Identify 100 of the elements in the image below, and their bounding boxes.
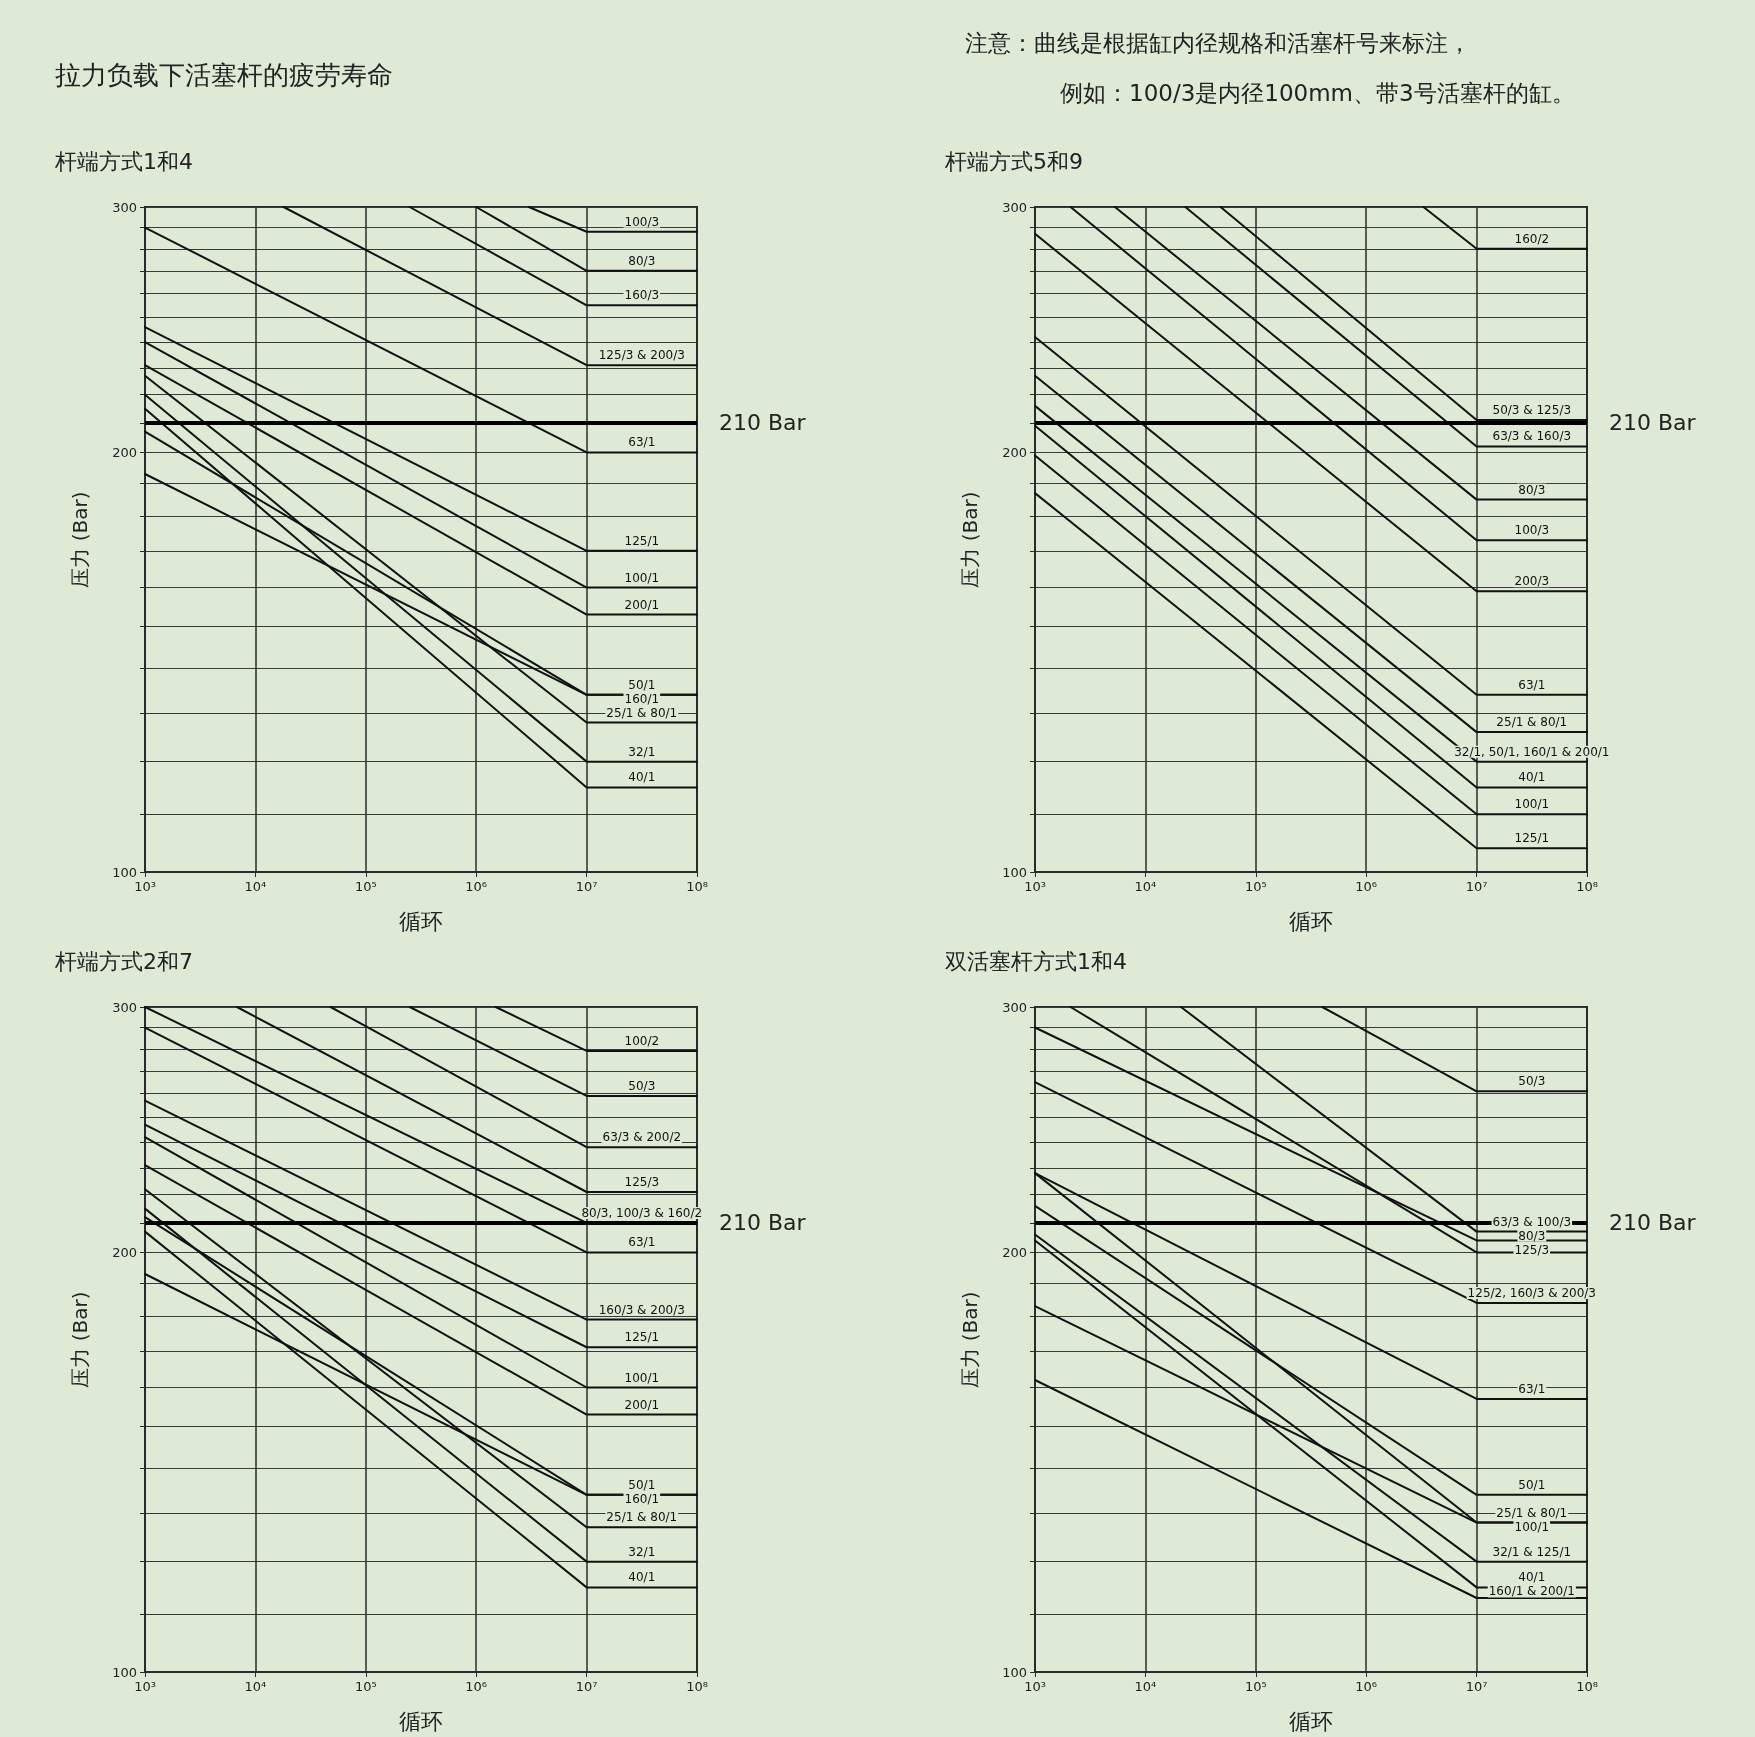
series-label: 50/3 [628, 1078, 656, 1093]
series-label: 160/2 [1514, 231, 1550, 246]
x-tick-label: 10⁵ [354, 879, 377, 894]
series-label: 50/1 [1518, 1477, 1546, 1492]
series-label: 25/1 & 80/1 [606, 705, 678, 720]
series-label: 80/3 [1518, 482, 1546, 497]
series-label: 32/1, 50/1, 160/1 & 200/1 [1454, 744, 1610, 759]
x-tick-label: 10⁸ [1576, 1679, 1598, 1694]
series-label: 200/1 [624, 597, 660, 612]
series-label: 125/3 [624, 1174, 660, 1189]
y-tick-label: 300 [112, 199, 137, 215]
series-label: 125/1 [624, 533, 660, 548]
text: 拉力负载下活塞杆的疲劳寿命 [55, 59, 393, 92]
series-label: 63/1 [1518, 677, 1546, 692]
chart-title: 杆端方式2和7 [54, 948, 193, 974]
y-tick-label: 200 [1002, 1244, 1027, 1260]
y-axis-title: 压力 (Bar) [958, 491, 982, 588]
series-label: 25/1 & 80/1 [606, 1510, 678, 1525]
ref-line-label: 210 Bar [719, 410, 807, 436]
series-label: 100/3 [1514, 523, 1550, 538]
y-tick-label: 200 [112, 444, 137, 460]
x-tick-label: 10⁴ [244, 1679, 267, 1694]
chart-title: 杆端方式1和4 [54, 148, 193, 174]
y-axis-title: 压力 (Bar) [68, 491, 92, 588]
series-label: 80/3, 100/3 & 160/2 [581, 1205, 703, 1220]
x-tick-label: 10⁵ [1244, 1679, 1267, 1694]
series-label: 125/3 & 200/3 [598, 348, 685, 363]
x-axis-title: 循环 [399, 1708, 443, 1734]
series-label: 40/1 [628, 770, 656, 785]
text: 例如：100/3是内径100mm、带3号活塞杆的缸。 [1060, 79, 1575, 108]
series-label: 125/2, 160/3 & 200/3 [1467, 1285, 1596, 1300]
y-tick-label: 100 [112, 1664, 137, 1680]
series-label: 50/1 [628, 1477, 656, 1492]
x-axis-title: 循环 [1289, 1708, 1333, 1734]
x-tick-label: 10⁶ [1355, 1679, 1378, 1694]
ref-line-label: 210 Bar [1609, 1210, 1697, 1236]
y-tick-label: 300 [112, 999, 137, 1015]
x-tick-label: 10⁸ [686, 1679, 708, 1694]
x-tick-label: 10⁷ [575, 1679, 598, 1694]
y-axis-title: 压力 (Bar) [958, 1291, 982, 1388]
x-tick-label: 10⁷ [575, 879, 598, 894]
x-tick-label: 10³ [1024, 879, 1046, 894]
series-label: 125/1 [1514, 831, 1550, 846]
x-tick-label: 10³ [134, 1679, 156, 1694]
x-tick-label: 10³ [134, 879, 156, 894]
x-tick-label: 10⁴ [1134, 879, 1157, 894]
x-tick-label: 10⁴ [244, 879, 267, 894]
y-tick-label: 100 [112, 864, 137, 880]
series-label: 80/3 [628, 253, 656, 268]
series-label: 32/1 [628, 1544, 656, 1559]
chart-title: 双活塞杆方式1和4 [945, 948, 1127, 974]
x-tick-label: 10⁵ [354, 1679, 377, 1694]
x-tick-label: 10⁷ [1465, 1679, 1488, 1694]
x-tick-label: 10⁵ [1244, 879, 1267, 894]
x-tick-label: 10³ [1024, 1679, 1046, 1694]
series-label: 160/1 [624, 1491, 660, 1506]
series-label: 100/3 [624, 214, 660, 229]
series-label: 125/1 [624, 1330, 660, 1345]
y-tick-label: 200 [112, 1244, 137, 1260]
series-label: 40/1 [1518, 770, 1546, 785]
series-label: 25/1 & 80/1 [1496, 715, 1568, 730]
ref-line-label: 210 Bar [719, 1210, 807, 1236]
series-label: 63/1 [628, 435, 656, 450]
series-label: 32/1 [628, 744, 656, 759]
series-label: 40/1 [628, 1570, 656, 1585]
x-tick-label: 10⁸ [1576, 879, 1598, 894]
series-label: 32/1 & 125/1 [1492, 1544, 1572, 1559]
x-axis-title: 循环 [1289, 908, 1333, 934]
x-tick-label: 10⁴ [1134, 1679, 1157, 1694]
chart-title: 杆端方式5和9 [944, 148, 1083, 174]
ref-line-label: 210 Bar [1609, 410, 1697, 436]
series-label: 63/1 [1518, 1381, 1546, 1396]
y-tick-label: 300 [1002, 999, 1027, 1015]
x-tick-label: 10⁶ [465, 879, 488, 894]
series-label: 160/3 & 200/3 [598, 1302, 685, 1317]
y-tick-label: 200 [1002, 444, 1027, 460]
series-label: 63/3 & 100/3 [1492, 1214, 1572, 1229]
y-axis-title: 压力 (Bar) [68, 1291, 92, 1388]
series-label: 50/3 [1518, 1074, 1546, 1089]
series-label: 50/1 [628, 677, 656, 692]
y-tick-label: 100 [1002, 864, 1027, 880]
text: 注意：曲线是根据缸内径规格和活塞杆号来标注， [965, 29, 1471, 58]
x-tick-label: 10⁶ [465, 1679, 488, 1694]
y-tick-label: 100 [1002, 1664, 1027, 1680]
series-label: 160/3 [624, 288, 660, 303]
series-label: 100/2 [624, 1033, 660, 1048]
x-axis-title: 循环 [399, 908, 443, 934]
series-label: 50/3 & 125/3 [1492, 403, 1572, 418]
y-tick-label: 300 [1002, 199, 1027, 215]
series-label: 200/3 [1514, 574, 1550, 589]
series-label: 160/1 [624, 691, 660, 706]
series-label: 63/3 & 200/2 [602, 1130, 682, 1145]
series-label: 63/3 & 160/3 [1492, 429, 1572, 444]
series-label: 100/1 [1514, 1519, 1550, 1534]
series-label: 200/1 [624, 1397, 660, 1412]
series-label: 40/1 [1518, 1570, 1546, 1585]
series-label: 63/1 [628, 1235, 656, 1250]
x-tick-label: 10⁸ [686, 879, 708, 894]
series-label: 160/1 & 200/1 [1488, 1584, 1575, 1599]
series-label: 100/1 [1514, 797, 1550, 812]
